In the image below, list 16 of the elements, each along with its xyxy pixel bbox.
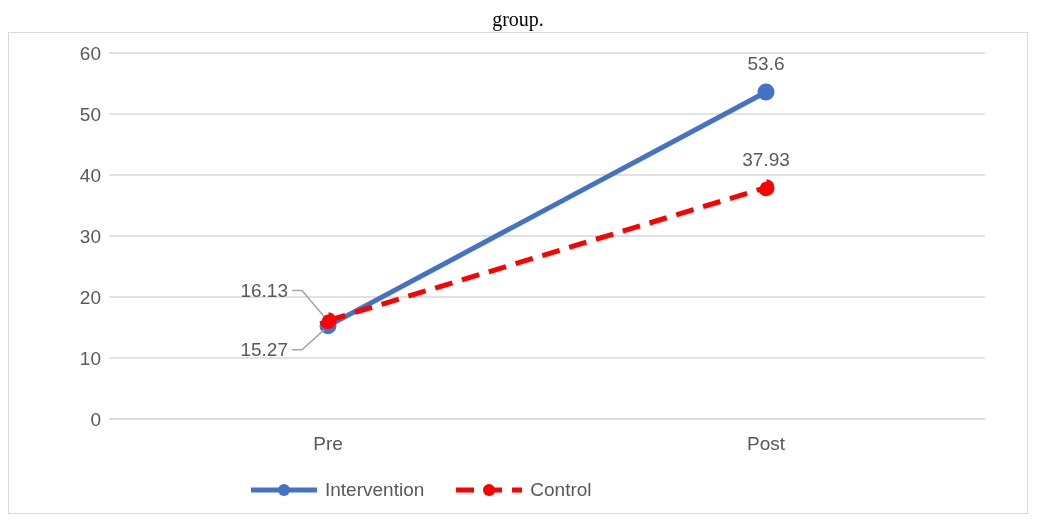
data-label: 15.27: [240, 338, 288, 360]
text: group.: [491, 8, 545, 32]
data-label: 16.13: [240, 279, 288, 301]
y-tick-label: 50: [79, 103, 101, 125]
y-tick-label: 30: [79, 225, 101, 247]
legend-label: Control: [530, 479, 592, 501]
y-tick-label: 20: [79, 286, 101, 308]
x-tick-label: Post: [746, 433, 786, 455]
y-tick-label: 40: [79, 164, 101, 186]
data-label: 53.6: [747, 53, 785, 75]
data-label: 37.93: [742, 148, 790, 170]
x-tick-label: Pre: [313, 433, 343, 455]
legend-label: Intervention: [325, 479, 425, 501]
y-tick-label: 10: [79, 347, 101, 369]
y-tick-label: 60: [79, 42, 101, 64]
y-tick-label: 0: [90, 408, 101, 430]
